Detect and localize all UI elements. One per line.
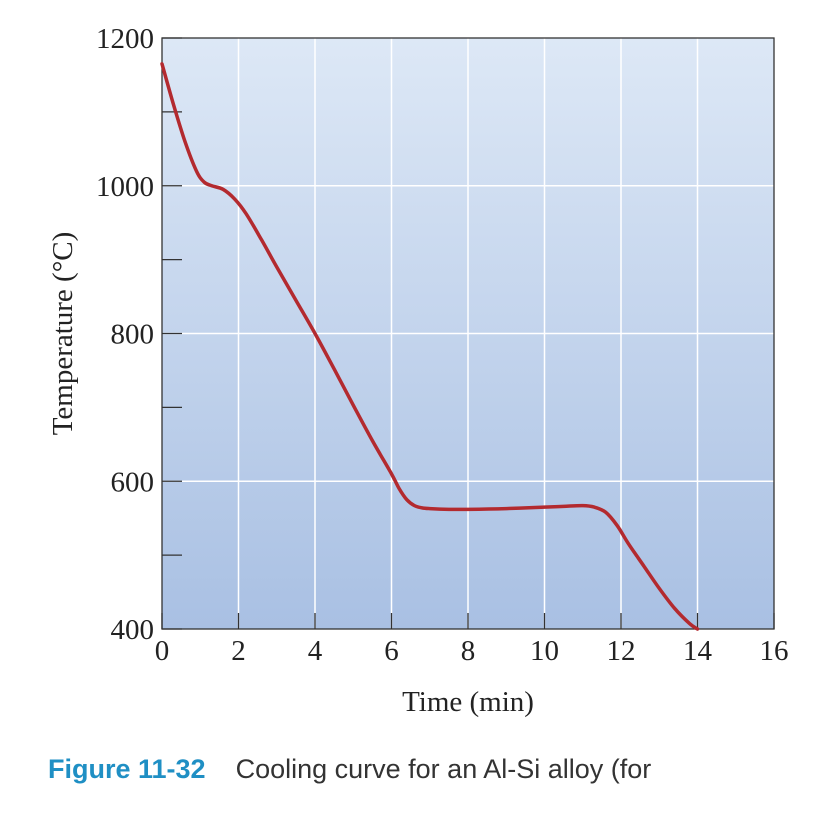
y-tick-label: 400 (111, 614, 155, 646)
y-tick-label: 600 (111, 466, 155, 498)
x-axis-title: Time (min) (402, 686, 534, 718)
x-tick-label: 2 (231, 635, 246, 667)
figure-caption: Figure 11-32 Cooling curve for an Al-Si a… (48, 754, 651, 785)
x-tick-label: 12 (607, 635, 636, 667)
x-tick-label: 6 (384, 635, 399, 667)
y-tick-label: 1200 (96, 23, 154, 55)
y-axis-title: Temperature (°C) (47, 232, 79, 436)
x-tick-label: 4 (308, 635, 323, 667)
series-line (160, 62, 700, 631)
x-tick-label: 8 (461, 635, 476, 667)
caption-text: Cooling curve for an Al-Si alloy (for (235, 754, 652, 784)
x-tick-label: 0 (155, 635, 170, 667)
y-tick-label: 1000 (96, 171, 154, 203)
y-tick-label: 800 (111, 319, 155, 351)
x-tick-label: 16 (760, 635, 789, 667)
tick-labels: 0 2 4 6 8 10 12 14 16 400 600 800 1000 1200 (96, 23, 789, 667)
plot-frame (161, 37, 775, 630)
x-tick-label: 14 (683, 635, 713, 667)
figure-number: Figure 11-32 (48, 754, 206, 784)
x-tick-label: 10 (530, 635, 559, 667)
